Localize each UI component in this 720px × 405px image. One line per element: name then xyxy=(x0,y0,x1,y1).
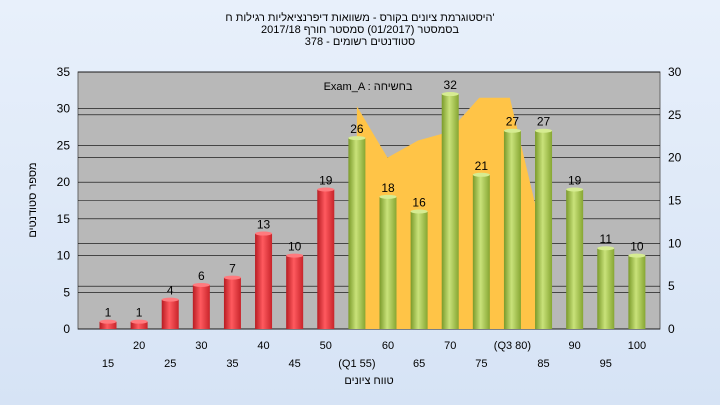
bar-value-label: 21 xyxy=(475,159,489,173)
bar-value-label: 10 xyxy=(288,240,302,254)
y2-tick-label: 20 xyxy=(668,151,682,165)
bar xyxy=(286,255,304,329)
bar xyxy=(130,321,148,329)
bar-top xyxy=(286,253,304,258)
bar-value-label: 27 xyxy=(537,115,551,129)
y-axis-label: מספר סטודנטים xyxy=(27,162,39,237)
x-tick-label: 100 xyxy=(628,340,646,352)
y-tick-label: 30 xyxy=(57,102,71,116)
bar-value-label: 1 xyxy=(105,306,112,320)
bar-top xyxy=(317,187,335,192)
bar-top xyxy=(192,282,210,287)
bar-value-label: 19 xyxy=(319,173,333,187)
bar xyxy=(472,174,490,329)
bar-top xyxy=(348,136,366,141)
bar xyxy=(628,255,646,329)
chart-title-line-3: 378 - סטודנטים רשומים xyxy=(304,36,416,48)
bar-value-label: 16 xyxy=(412,196,426,210)
x-tick-label: 15 xyxy=(102,358,114,370)
bar xyxy=(566,189,584,329)
bar-top xyxy=(255,231,273,236)
legend-label: Exam_A : בחשיחה xyxy=(324,81,413,93)
bar-top xyxy=(535,128,553,133)
bar xyxy=(192,284,210,329)
bar xyxy=(317,189,335,329)
bar xyxy=(597,248,615,329)
bar xyxy=(223,277,241,329)
y-tick-label: 5 xyxy=(63,285,70,299)
bar xyxy=(255,233,273,329)
y2-tick-label: 25 xyxy=(668,108,682,122)
bar-top xyxy=(628,253,646,258)
bar-top xyxy=(99,319,117,324)
bar-value-label: 13 xyxy=(257,218,271,232)
bar-top xyxy=(441,92,459,97)
bar xyxy=(348,138,366,329)
bar-value-label: 7 xyxy=(229,262,236,276)
bar xyxy=(535,130,553,329)
y2-tick-label: 15 xyxy=(668,194,682,208)
x-tick-label: (Q3 80) xyxy=(494,340,531,352)
x-tick-label: 25 xyxy=(164,358,176,370)
x-tick-label: 60 xyxy=(382,340,394,352)
chart-title-line-1: היסטוגרמת ציונים בקורס - משוואות דיפרנצי… xyxy=(225,12,495,24)
x-tick-label: 45 xyxy=(289,358,301,370)
y2-tick-label: 0 xyxy=(668,322,675,336)
y2-tick-label: 30 xyxy=(668,65,682,79)
y-tick-label: 15 xyxy=(57,212,71,226)
bar xyxy=(441,94,459,330)
bar-top xyxy=(410,209,428,214)
x-tick-label: 35 xyxy=(226,358,238,370)
axes-group: 0510152025303505101520253015202530354045… xyxy=(57,65,682,370)
x-axis-label: טווח ציונים xyxy=(344,375,393,387)
bar-top xyxy=(597,246,615,251)
x-tick-label: 65 xyxy=(413,358,425,370)
chart-title-line-2: בסמסטר (01/2017) סמסטר חורף 2017/18 xyxy=(260,24,460,36)
x-tick-label: (Q1 55) xyxy=(338,358,375,370)
bar-value-label: 32 xyxy=(444,78,458,92)
x-tick-label: 40 xyxy=(257,340,269,352)
bar-value-label: 19 xyxy=(568,173,582,187)
bar-value-label: 6 xyxy=(198,269,205,283)
bar-top xyxy=(130,319,148,324)
y-tick-label: 10 xyxy=(57,249,71,263)
bar xyxy=(410,211,428,329)
bar xyxy=(99,321,117,329)
bar-top xyxy=(379,194,397,199)
bar-top xyxy=(472,172,490,177)
bar-value-label: 4 xyxy=(167,284,174,298)
x-tick-label: 95 xyxy=(600,358,612,370)
bar-top xyxy=(566,187,584,192)
bar-top xyxy=(223,275,241,280)
bar-value-label: 10 xyxy=(630,240,644,254)
bar xyxy=(503,130,521,329)
y-tick-label: 25 xyxy=(57,138,71,152)
x-tick-label: 20 xyxy=(133,340,145,352)
bar xyxy=(379,196,397,329)
bar-value-label: 1 xyxy=(136,306,143,320)
y-tick-label: 35 xyxy=(57,65,71,79)
x-tick-label: 30 xyxy=(195,340,207,352)
x-tick-label: 90 xyxy=(569,340,581,352)
x-tick-label: 70 xyxy=(444,340,456,352)
bar-top xyxy=(503,128,521,133)
x-tick-label: 75 xyxy=(475,358,487,370)
bar-top xyxy=(161,297,179,302)
bar-value-label: 18 xyxy=(381,181,395,195)
bar-value-label: 11 xyxy=(600,232,613,246)
bar-value-label: 27 xyxy=(506,115,520,129)
bar xyxy=(161,299,179,329)
y-tick-label: 20 xyxy=(57,175,71,189)
x-tick-label: 50 xyxy=(320,340,332,352)
y2-tick-label: 5 xyxy=(668,279,675,293)
bar-value-label: 26 xyxy=(350,122,364,136)
y2-tick-label: 10 xyxy=(668,236,682,250)
x-tick-label: 85 xyxy=(537,358,549,370)
y-tick-label: 0 xyxy=(63,322,70,336)
